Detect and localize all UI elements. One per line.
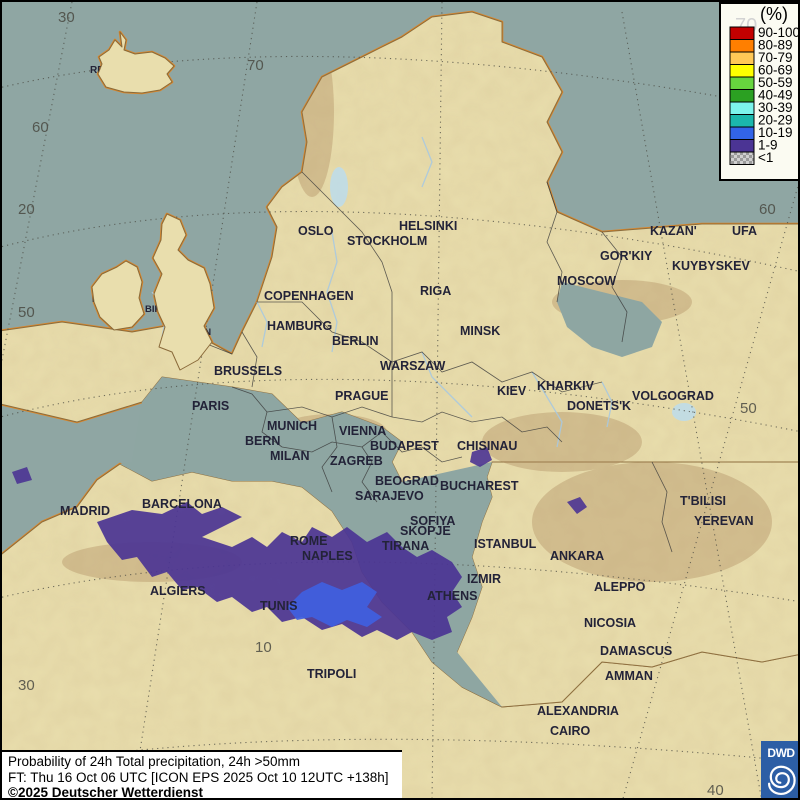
svg-text:TRIPOLI: TRIPOLI — [307, 667, 356, 681]
svg-text:KUYBYSKEV: KUYBYSKEV — [672, 259, 750, 273]
svg-text:BERN: BERN — [245, 434, 280, 448]
svg-text:WARSZAW: WARSZAW — [380, 359, 445, 373]
svg-text:ALEXANDRIA: ALEXANDRIA — [537, 704, 619, 718]
svg-text:STOCKHOLM: STOCKHOLM — [347, 234, 427, 248]
svg-text:ALGIERS: ALGIERS — [150, 584, 206, 598]
svg-text:ROME: ROME — [290, 534, 328, 548]
svg-text:20: 20 — [18, 201, 35, 218]
svg-text:ISTANBUL: ISTANBUL — [474, 537, 537, 551]
svg-text:BRUSSELS: BRUSSELS — [214, 364, 282, 378]
svg-text:HELSINKI: HELSINKI — [399, 219, 457, 233]
svg-text:ZAGREB: ZAGREB — [330, 454, 383, 468]
svg-text:MINSK: MINSK — [460, 324, 500, 338]
svg-text:50: 50 — [18, 304, 35, 321]
svg-text:<1: <1 — [758, 150, 773, 165]
svg-text:T'BILISI: T'BILISI — [680, 494, 726, 508]
svg-text:CHISINAU: CHISINAU — [457, 439, 517, 453]
svg-text:BARCELONA: BARCELONA — [142, 497, 222, 511]
svg-text:YEREVAN: YEREVAN — [694, 514, 754, 528]
svg-text:10: 10 — [255, 639, 272, 656]
svg-text:IZMIR: IZMIR — [467, 572, 501, 586]
svg-text:ATHENS: ATHENS — [427, 589, 477, 603]
svg-text:KAZAN': KAZAN' — [650, 224, 697, 238]
svg-text:SARAJEVO: SARAJEVO — [355, 489, 424, 503]
svg-text:MILAN: MILAN — [270, 449, 310, 463]
svg-text:DONETS'K: DONETS'K — [567, 399, 631, 413]
svg-text:60: 60 — [32, 119, 49, 136]
svg-text:TIRANA: TIRANA — [382, 539, 429, 553]
svg-text:MOSCOW: MOSCOW — [557, 274, 616, 288]
svg-text:50: 50 — [740, 400, 757, 417]
svg-text:COPENHAGEN: COPENHAGEN — [264, 289, 354, 303]
svg-text:60: 60 — [759, 201, 776, 218]
svg-text:BEOGRAD: BEOGRAD — [375, 474, 439, 488]
svg-text:ALEPPO: ALEPPO — [594, 580, 646, 594]
svg-text:PRAGUE: PRAGUE — [335, 389, 388, 403]
svg-text:30: 30 — [18, 677, 35, 694]
svg-text:NAPLES: NAPLES — [302, 549, 353, 563]
svg-text:SKOPJE: SKOPJE — [400, 524, 451, 538]
svg-text:DAMASCUS: DAMASCUS — [600, 644, 672, 658]
svg-text:RIGA: RIGA — [420, 284, 451, 298]
svg-text:MUNICH: MUNICH — [267, 419, 317, 433]
svg-text:VIENNA: VIENNA — [339, 424, 386, 438]
svg-text:NICOSIA: NICOSIA — [584, 616, 636, 630]
svg-text:HAMBURG: HAMBURG — [267, 319, 332, 333]
svg-text:VOLGOGRAD: VOLGOGRAD — [632, 389, 714, 403]
svg-text:KIEV: KIEV — [497, 384, 527, 398]
svg-text:OSLO: OSLO — [298, 224, 334, 238]
svg-text:TUNIS: TUNIS — [260, 599, 298, 613]
svg-text:40: 40 — [707, 782, 724, 798]
svg-text:70: 70 — [247, 57, 264, 74]
svg-text:UFA: UFA — [732, 224, 757, 238]
svg-text:BUCHAREST: BUCHAREST — [440, 479, 519, 493]
svg-text:KHARKIV: KHARKIV — [537, 379, 595, 393]
svg-text:PARIS: PARIS — [192, 399, 229, 413]
svg-text:CAIRO: CAIRO — [550, 724, 591, 738]
svg-text:BERLIN: BERLIN — [332, 334, 379, 348]
svg-text:ANKARA: ANKARA — [550, 549, 604, 563]
svg-text:BUDAPEST: BUDAPEST — [370, 439, 439, 453]
svg-text:AMMAN: AMMAN — [605, 669, 653, 683]
svg-text:(%): (%) — [760, 4, 788, 24]
svg-text:30: 30 — [58, 9, 75, 26]
svg-text:GOR'KIY: GOR'KIY — [600, 249, 653, 263]
svg-text:MADRID: MADRID — [60, 504, 110, 518]
